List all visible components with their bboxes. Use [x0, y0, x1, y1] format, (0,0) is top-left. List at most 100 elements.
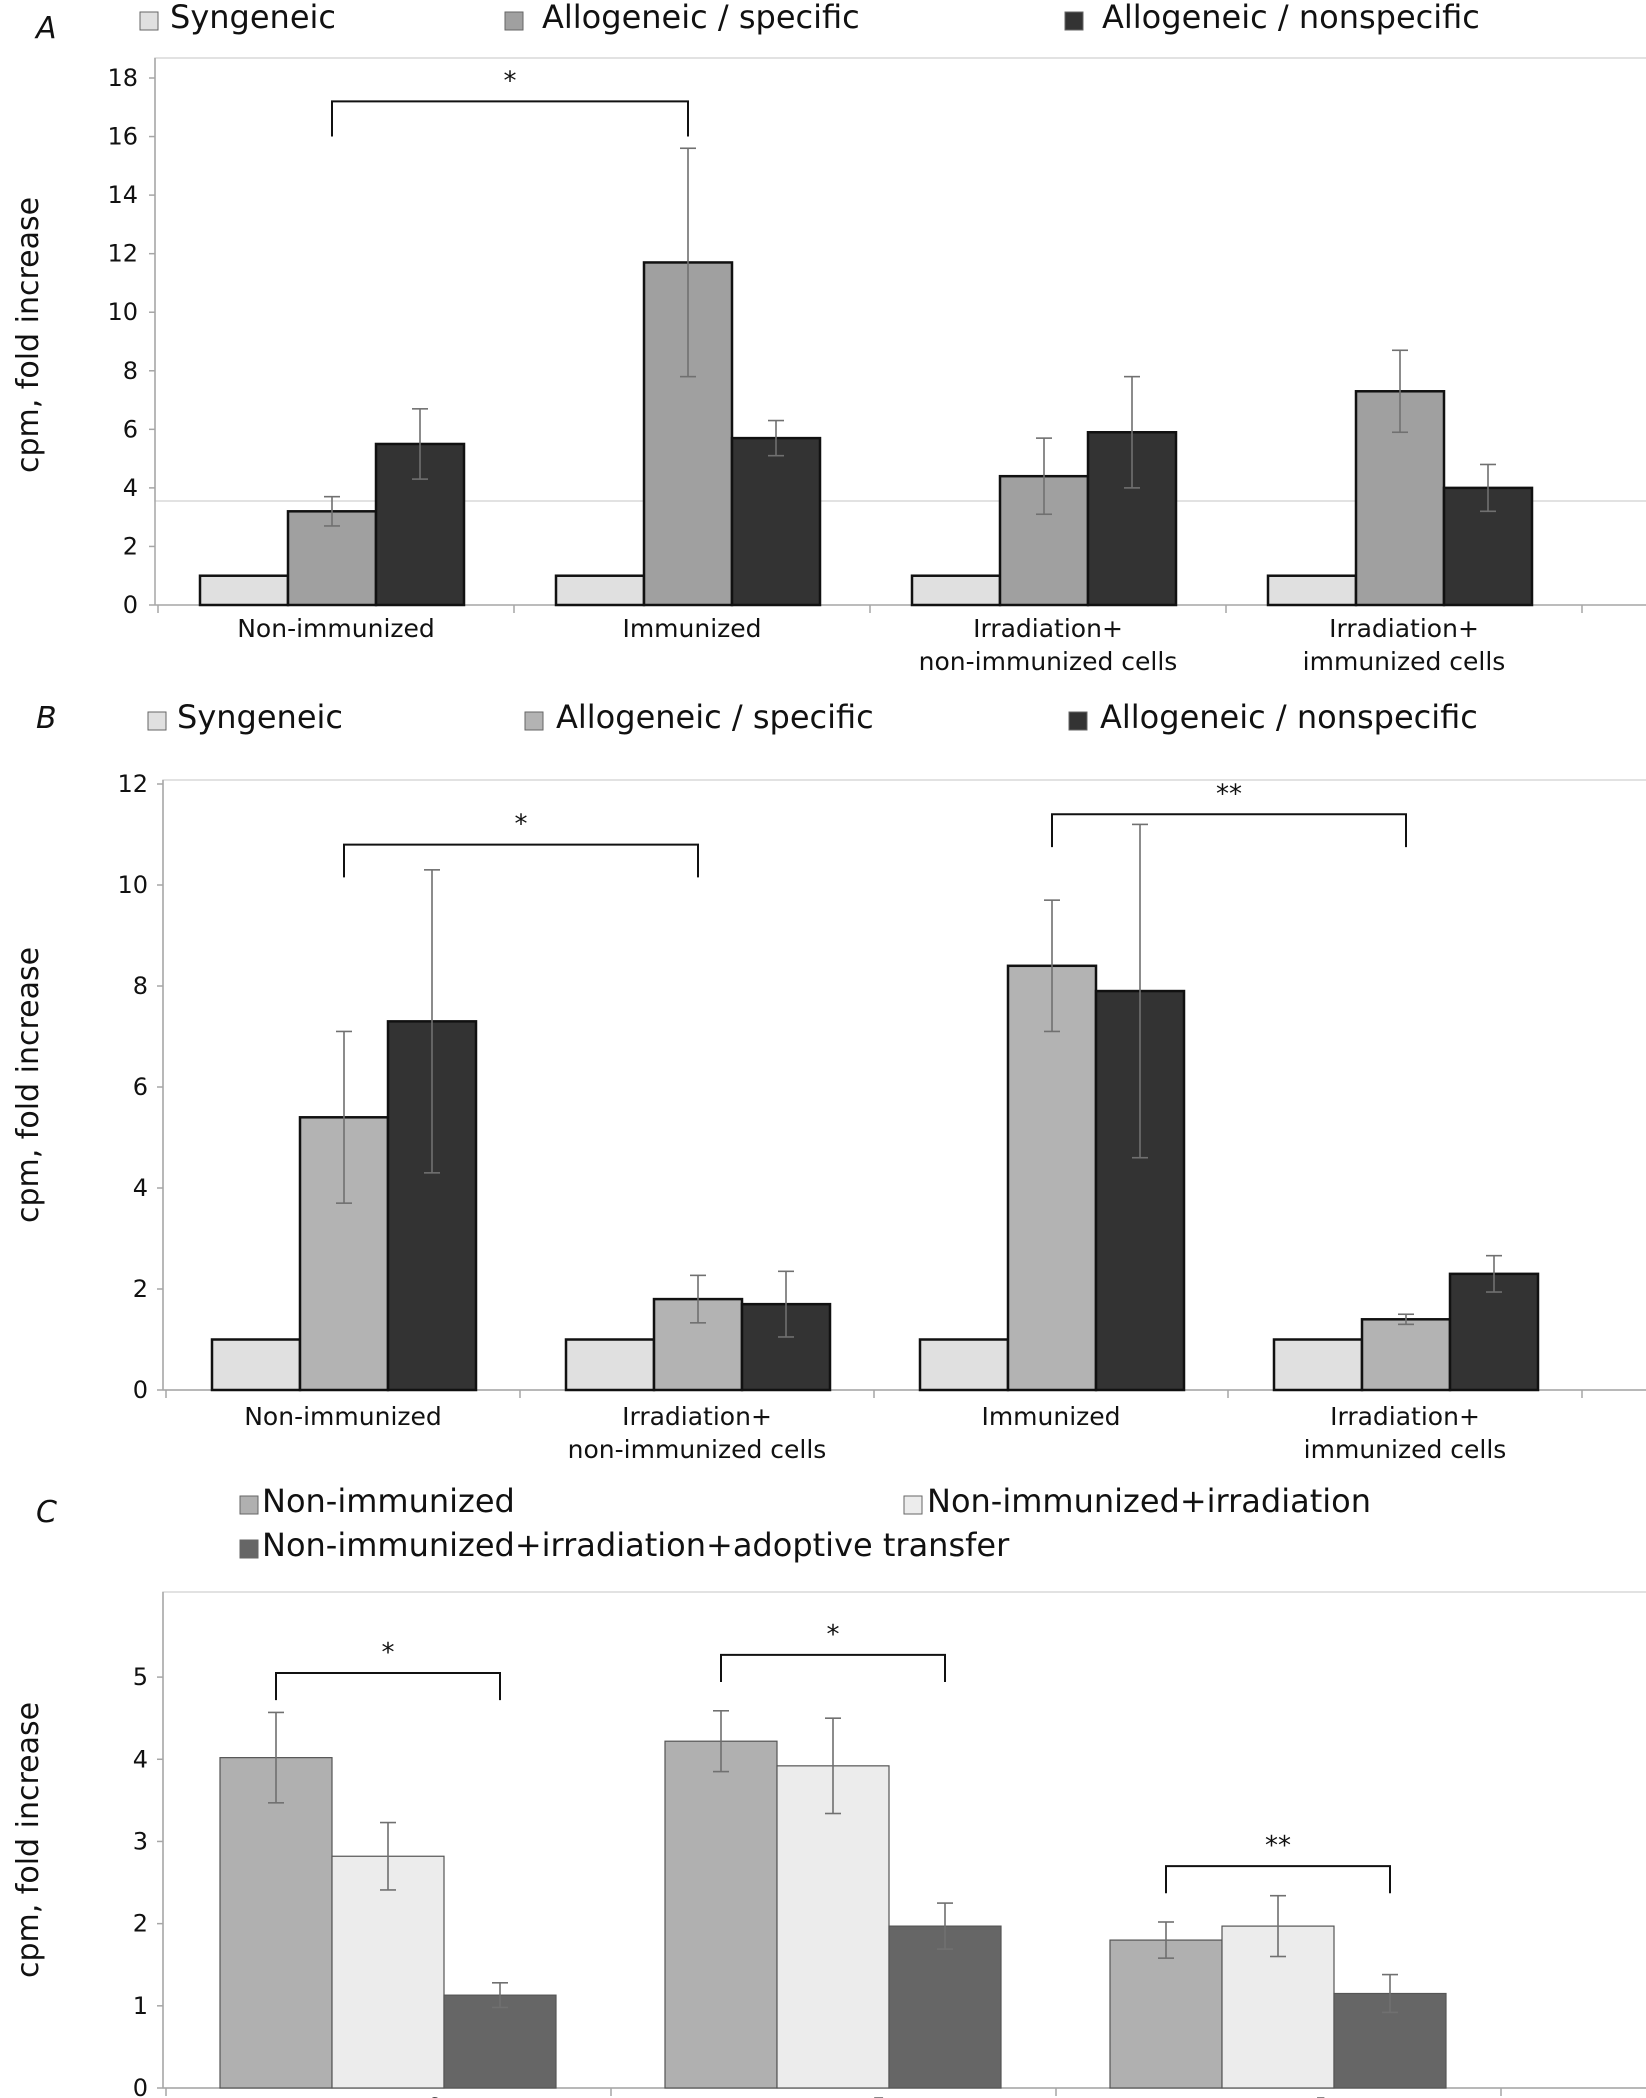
bar: [1109, 1939, 1223, 2089]
significance-label: *: [382, 1638, 395, 1668]
significance-label: *: [827, 1620, 840, 1650]
x-category-label: Immunized: [981, 1402, 1120, 1431]
y-tick-label: 10: [117, 871, 148, 899]
panel-letter: A: [34, 11, 57, 46]
x-category-label: Irradiation+: [622, 1402, 772, 1431]
y-tick-label: 6: [133, 1073, 148, 1101]
y-tick-label: 5: [133, 1663, 148, 1691]
x-category-label: LM 107: [782, 2094, 884, 2098]
y-axis-label: cpm, fold increase: [11, 1702, 46, 1978]
bar: [198, 574, 290, 607]
x-category-label: non-immunized cells: [568, 1435, 827, 1464]
legend-label: Syngeneic: [177, 698, 343, 736]
significance-bracket: [331, 100, 689, 137]
x-category-label: Immunized: [622, 614, 761, 643]
bar: [1006, 964, 1098, 1392]
y-tick-label: 8: [123, 357, 138, 385]
legend-swatch: [504, 11, 524, 31]
y-tick-label: 12: [117, 770, 148, 798]
y-tick-label: 8: [133, 972, 148, 1000]
bar: [1266, 574, 1358, 607]
legend-label: Allogeneic / specific: [556, 698, 874, 736]
legend-swatch: [903, 1495, 923, 1515]
legend-label: Allogeneic / nonspecific: [1100, 698, 1478, 736]
significance-bracket: [343, 843, 699, 878]
y-tick-label: 2: [133, 1275, 148, 1303]
legend-swatch: [239, 1539, 259, 1559]
y-tick-label: 14: [107, 181, 138, 209]
bar: [1360, 1318, 1452, 1392]
x-category-label: non-immunized cells: [919, 647, 1178, 676]
bar: [210, 1338, 302, 1392]
bar: [219, 1757, 333, 2089]
legend-label: Non-immunized+irradiation+adoptive trans…: [262, 1526, 1010, 1564]
y-axis-label: cpm, fold increase: [11, 947, 46, 1223]
y-tick-label: 2: [133, 1910, 148, 1938]
panel-letter: C: [36, 1495, 57, 1530]
y-tick-label: 0: [133, 2074, 148, 2098]
y-tick-label: 0: [133, 1376, 148, 1404]
y-tick-label: 4: [133, 1174, 148, 1202]
bar: [554, 574, 646, 607]
x-category-exponent: 7: [873, 2094, 885, 2098]
significance-bracket: [720, 1653, 946, 1683]
x-category-label: immunized cells: [1303, 647, 1506, 676]
x-category-label: Irradiation+: [1330, 1402, 1480, 1431]
significance-bracket: [275, 1671, 501, 1701]
panel-b: B Syngeneic Allogeneic / specific Allogenei…: [11, 698, 1646, 1464]
x-category-label: Irradiation+: [1329, 614, 1479, 643]
x-category-label: immunized cells: [1304, 1435, 1507, 1464]
legend-label: Non-immunized+irradiation: [927, 1482, 1371, 1520]
y-tick-label: 16: [107, 123, 138, 151]
legend-label: Syngeneic: [170, 0, 336, 36]
y-tick-label: 4: [133, 1745, 148, 1773]
legend-swatch: [147, 711, 167, 731]
bar: [443, 1994, 557, 2089]
x-category-exponent: 6: [428, 2094, 440, 2098]
panel-a: A Syngeneic Allogeneic / specific Allogenei…: [11, 0, 1646, 676]
x-category-label: Irradiation+: [973, 614, 1123, 643]
bar: [910, 574, 1002, 607]
significance-label: **: [1265, 1831, 1291, 1861]
bar: [730, 436, 822, 607]
legend-label: Allogeneic / nonspecific: [1102, 0, 1480, 36]
legend-label: Allogeneic / specific: [542, 0, 860, 36]
bar: [564, 1338, 656, 1392]
y-tick-label: 10: [107, 298, 138, 326]
bar: [1448, 1272, 1540, 1392]
legend-swatch: [1064, 11, 1084, 31]
bar: [918, 1338, 1010, 1392]
bar: [664, 1740, 778, 2089]
legend-swatch: [239, 1495, 259, 1515]
panel-letter: B: [36, 701, 57, 736]
y-axis-label: cpm, fold increase: [11, 197, 46, 473]
significance-bracket: [1165, 1865, 1391, 1894]
y-tick-label: 18: [107, 64, 138, 92]
y-tick-label: 3: [133, 1827, 148, 1855]
bar: [331, 1855, 445, 2089]
legend-swatch: [524, 711, 544, 731]
y-tick-label: 2: [123, 532, 138, 560]
legend-swatch: [139, 11, 159, 31]
significance-bracket: [1051, 813, 1407, 848]
legend-swatch: [1068, 711, 1088, 731]
x-category-exponent: 5: [1315, 2094, 1327, 2098]
bar: [776, 1765, 890, 2089]
y-tick-label: 0: [123, 591, 138, 619]
significance-label: **: [1216, 779, 1242, 809]
y-tick-label: 6: [123, 415, 138, 443]
x-category-label: Non-immunized: [244, 1402, 442, 1431]
significance-label: *: [504, 66, 517, 96]
legend-label: Non-immunized: [262, 1482, 515, 1520]
bar: [888, 1925, 1002, 2089]
y-tick-label: 1: [133, 1992, 148, 2020]
x-category-label: Non-immunized: [237, 614, 435, 643]
bar: [1272, 1338, 1364, 1392]
x-category-label: ST 105: [1230, 2094, 1327, 2098]
y-tick-label: 4: [123, 474, 138, 502]
panel-c: C Non-immunized Non-immunized+irradiation N…: [11, 1482, 1646, 2098]
y-tick-label: 12: [107, 240, 138, 268]
x-category-label: LM 106: [337, 2094, 439, 2098]
significance-label: *: [515, 810, 528, 840]
